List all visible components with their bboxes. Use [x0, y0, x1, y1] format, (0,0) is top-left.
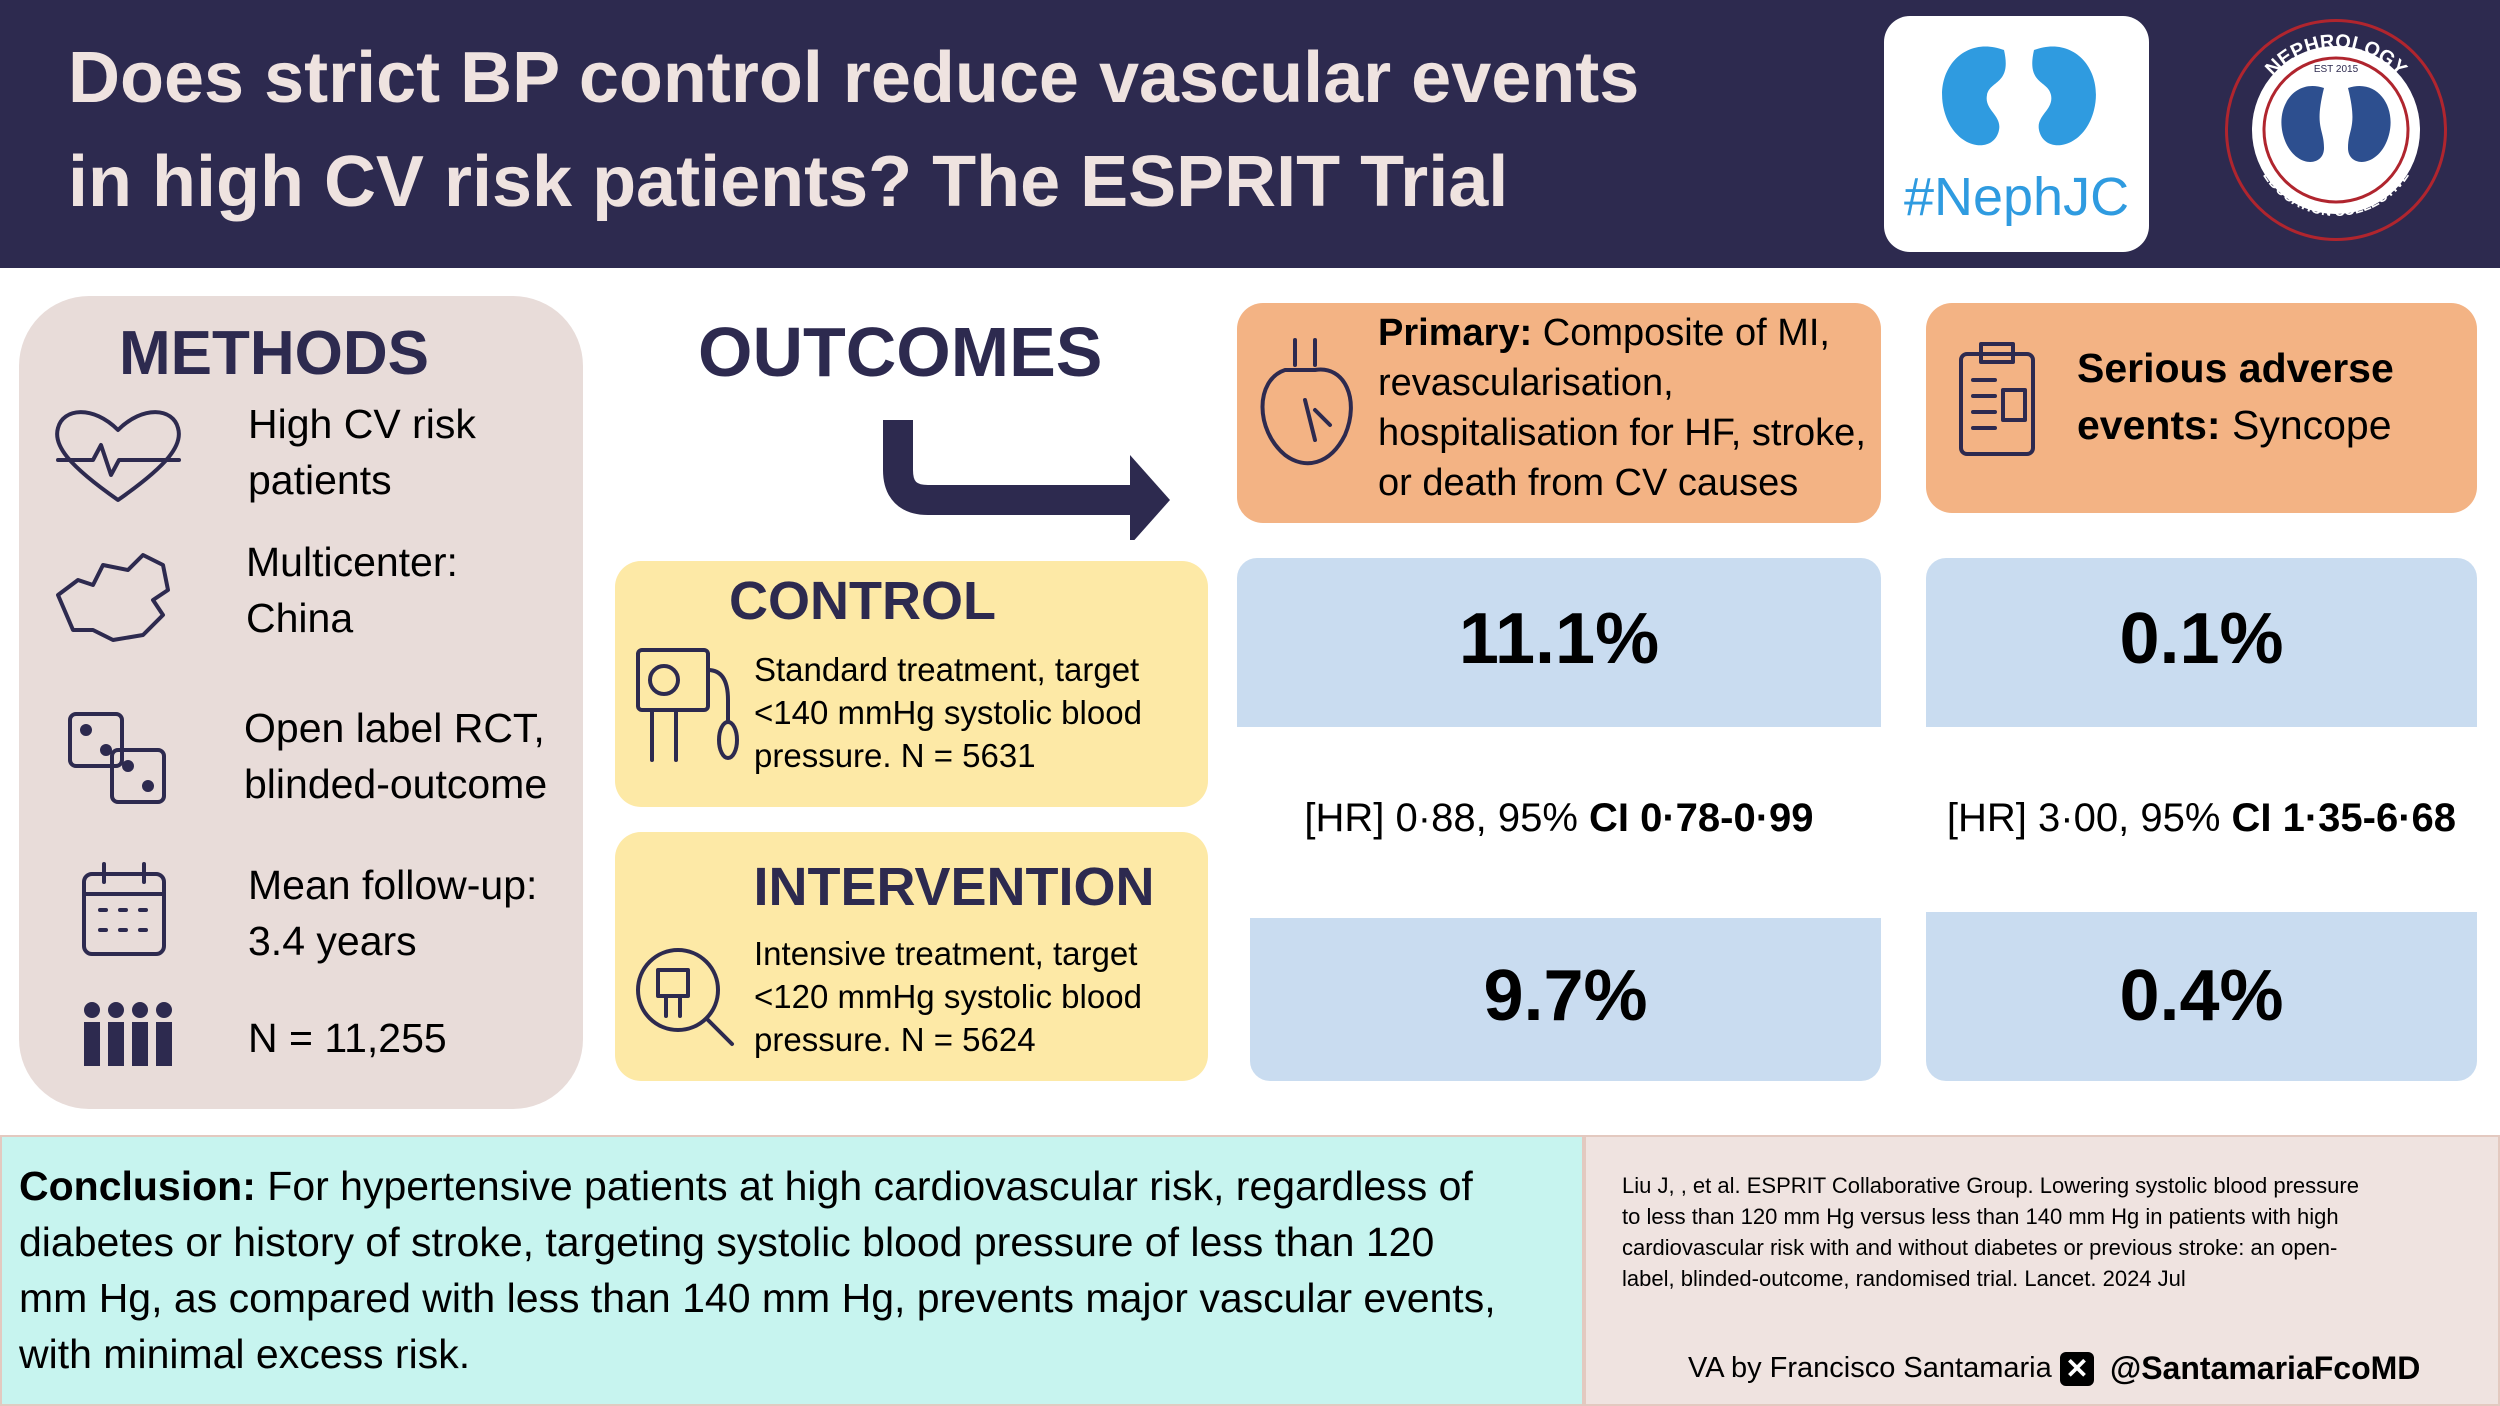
methods-panel — [19, 296, 583, 1109]
title-line: in high CV risk patients? The ESPRIT Tri… — [68, 142, 1509, 222]
heart-anatomy-icon — [1260, 338, 1353, 466]
x-icon: ✕ — [2060, 1352, 2094, 1386]
serious-text: Serious adverse events: Syncope — [2077, 340, 2394, 454]
methods-item: Open label RCT, blinded-outcome — [244, 700, 547, 812]
primary-line: or death from CV causes — [1378, 462, 1799, 504]
outcomes-title: OUTCOMES — [698, 313, 1103, 391]
kidney-icon — [1942, 46, 2096, 146]
arrow — [883, 420, 1170, 540]
title: Does strict BP control reduce vascular e… — [68, 26, 1639, 234]
magnifier-icon — [636, 948, 734, 1046]
citation-line: Liu J, , et al. ESPRIT Collaborative Gro… — [1622, 1173, 2359, 1198]
nephjc-logo: #NephJC — [1884, 16, 2149, 252]
conclusion-label: Conclusion: — [19, 1163, 256, 1209]
item-line: Mean follow-up: — [248, 862, 538, 908]
conclusion-text: Conclusion: For hypertensive patients at… — [19, 1158, 1496, 1382]
result-box — [1250, 918, 1881, 1081]
conclusion-line: For hypertensive patients at high cardio… — [267, 1163, 1473, 1209]
ci-text: CI 0·78-0·99 — [1589, 796, 1814, 840]
desc-line: <120 mmHg systolic blood — [754, 978, 1142, 1015]
primary-label: Primary: — [1378, 312, 1533, 354]
primary-hr: [HR] 0·88, 95% CI 0·78-0·99 — [1237, 796, 1881, 841]
item-line: Open label RCT, — [244, 705, 545, 751]
methods-item: Multicenter: China — [246, 534, 458, 646]
credit-author: VA by Francisco Santamaria — [1688, 1352, 2052, 1384]
methods-item: Mean follow-up: 3.4 years — [248, 857, 537, 969]
item-line: China — [246, 595, 354, 641]
calendar-icon — [82, 862, 166, 956]
desc-line: pressure. N = 5624 — [754, 1021, 1036, 1058]
serious-control: 0.1% — [2119, 599, 2284, 679]
serious-label: Serious adverse — [2077, 345, 2394, 391]
intervention-desc: Intensive treatment, target <120 mmHg sys… — [754, 932, 1142, 1061]
citation-panel — [1584, 1135, 2500, 1406]
methods-item: High CV risk patients — [248, 396, 476, 508]
dice-icon — [68, 712, 166, 804]
citation-line: to less than 120 mm Hg versus less than … — [1622, 1204, 2339, 1229]
control-title: CONTROL — [729, 571, 996, 631]
serious-intervention: 0.4% — [2119, 956, 2284, 1036]
primary-text: Primary: Composite of MI, revascularisat… — [1378, 308, 1866, 508]
result-box — [1926, 558, 2477, 727]
primary-line: revascularisation, — [1378, 362, 1674, 404]
item-line: 3.4 years — [248, 918, 417, 964]
item-line: blinded-outcome — [244, 761, 548, 807]
citation: Liu J, , et al. ESPRIT Collaborative Gro… — [1622, 1170, 2359, 1294]
conclusion-panel — [0, 1135, 1584, 1406]
desc-line: <140 mmHg systolic blood — [754, 694, 1142, 731]
heart-icon — [55, 410, 181, 502]
map-icon — [56, 553, 170, 642]
desc-line: pressure. N = 5631 — [754, 737, 1036, 774]
conclusion-line: mm Hg, as compared with less than 140 mm… — [19, 1275, 1496, 1321]
primary-control: 11.1% — [1458, 599, 1660, 679]
desc-line: Intensive treatment, target — [754, 935, 1138, 972]
desc-line: Standard treatment, target — [754, 651, 1140, 688]
conclusion-line: with minimal excess risk. — [19, 1331, 471, 1377]
primary-line: Composite of MI, — [1542, 312, 1830, 354]
ci-text: CI 1·35-6·68 — [2231, 796, 2457, 840]
credit-handle: @SantamariaFcoMD — [2110, 1350, 2421, 1386]
citation-line: label, blinded-outcome, randomised trial… — [1622, 1266, 2186, 1291]
conclusion-line: diabetes or history of stroke, targeting… — [19, 1219, 1435, 1265]
result-box — [1237, 558, 1881, 727]
item-line: patients — [248, 457, 392, 503]
control-box — [615, 561, 1208, 807]
logo-est: EST 2015 — [2314, 64, 2359, 75]
primary-box — [1237, 303, 1881, 523]
hr-text: [HR] 0·88, 95% — [1304, 796, 1589, 840]
serious-box — [1926, 303, 2477, 513]
control-desc: Standard treatment, target <140 mmHg syst… — [754, 648, 1142, 777]
methods-title: METHODS — [119, 319, 429, 388]
item-line: N = 11,255 — [248, 1015, 447, 1061]
item-line: Multicenter: — [246, 539, 458, 585]
result-box — [1926, 912, 2477, 1081]
primary-line: hospitalisation for HF, stroke, — [1378, 412, 1866, 454]
clipboard-icon — [1959, 342, 2035, 456]
item-line: High CV risk — [248, 401, 476, 447]
serious-event: Syncope — [2231, 402, 2392, 448]
intervention-box — [615, 832, 1208, 1081]
intervention-title: INTERVENTION — [753, 857, 1155, 917]
people-icon — [84, 1002, 172, 1066]
hr-text: [HR] 3·00, 95% — [1946, 796, 2232, 840]
bp-icon — [636, 648, 739, 762]
serious-hr: [HR] 3·00, 95% CI 1·35-6·68 — [1926, 796, 2477, 841]
title-line: Does strict BP control reduce vascular e… — [68, 38, 1640, 118]
methods-item: N = 11,255 — [248, 1010, 447, 1066]
citation-line: cardiovascular risk with and without dia… — [1622, 1235, 2338, 1260]
primary-intervention: 9.7% — [1483, 956, 1648, 1036]
nephjc-label: #NephJC — [1903, 167, 2130, 227]
serious-label: events: — [2077, 402, 2221, 448]
nephrology-logo: NEPHROLOGY EDUCATION COLLECTIVE EST 2015 — [2225, 19, 2447, 241]
